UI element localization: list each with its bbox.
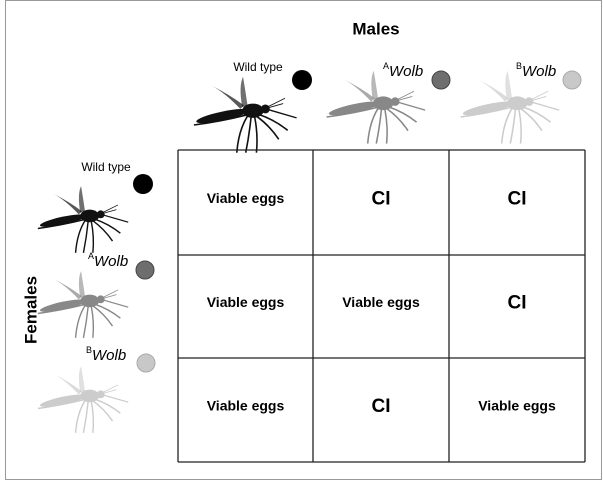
cell-text: CI [372,396,391,417]
cell-text: Viable eggs [342,294,420,310]
strain-dot [136,261,154,279]
strain-name: Wolb [92,347,126,364]
females-title: Females [21,276,40,344]
strain-dot [292,70,312,90]
cell-text: CI [372,189,391,210]
cell-text: Viable eggs [207,294,285,310]
cell-text: Viable eggs [478,398,556,414]
cell-text: Viable eggs [207,398,285,414]
mosquito-icon [194,77,297,153]
row-label: Wild type [81,160,131,174]
strain-dot [432,71,450,89]
strain-dot [133,174,153,194]
mosquito-icon [38,186,128,253]
strain-name: Wolb [94,253,128,270]
row-label: AWolb [88,251,128,270]
strain-dot [137,354,155,372]
cross-table: Viable eggs CI CI Viable eggs Viable eggs CI V… [178,150,585,462]
mosquito-icon [461,71,560,144]
cell-text: CI [508,293,527,314]
strain-dot [563,71,581,89]
strain-name: Wolb [389,63,423,80]
mosquito-icon [38,366,128,433]
row-label: BWolb [86,345,126,364]
diagram: Males Females Wild type AWolb BWolb Wild… [0,0,603,481]
mosquito-icon [38,271,128,338]
column-label: Wild type [233,60,283,74]
cell-text: Viable eggs [207,190,285,206]
mosquito-icon [327,71,426,144]
column-label: BWolb [516,61,556,80]
cell-text: CI [508,189,527,210]
column-label: AWolb [383,61,423,80]
strain-name: Wolb [522,63,556,80]
males-title: Males [352,19,399,38]
